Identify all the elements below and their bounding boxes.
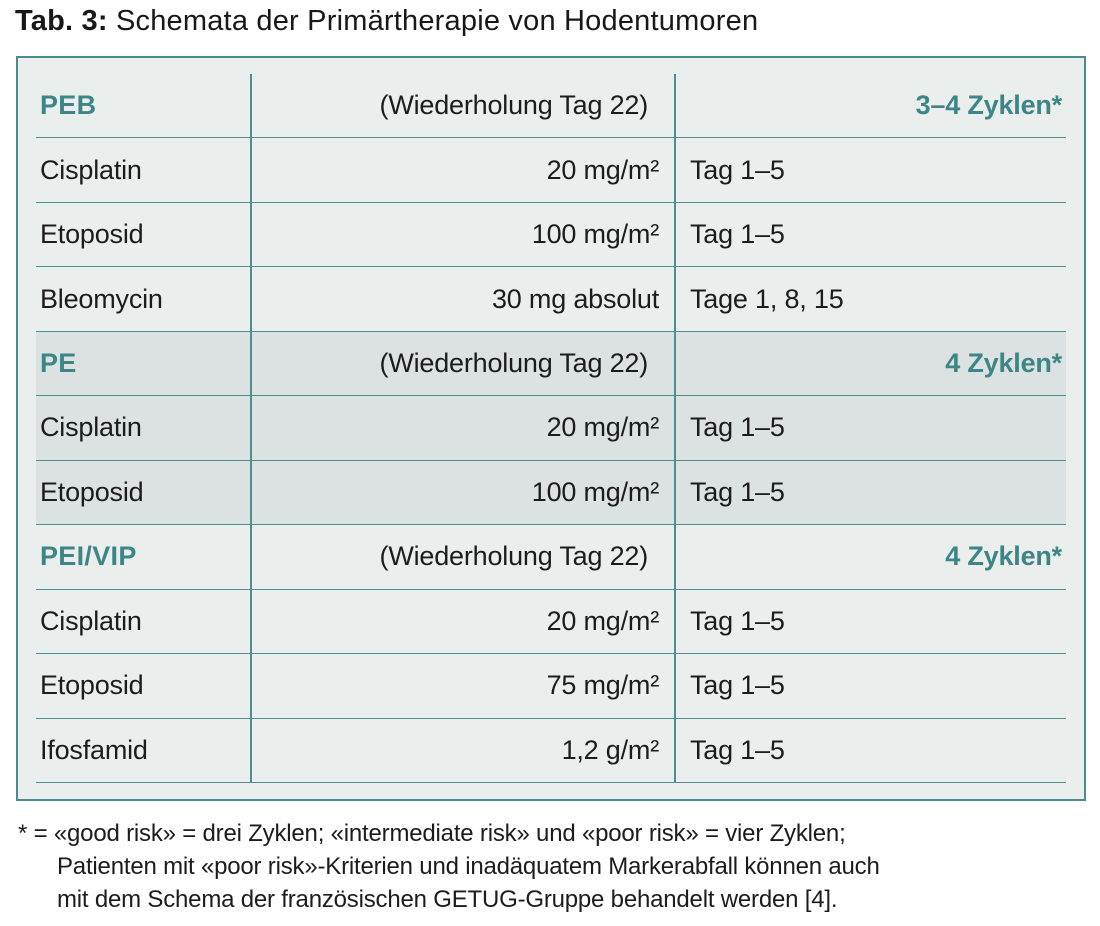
- drug-days: Tag 1–5: [690, 219, 785, 250]
- drug-days: Tag 1–5: [690, 412, 785, 443]
- table-row: Ifosfamid 1,2 g/m² Tag 1–5: [36, 719, 1066, 783]
- drug-name: Cisplatin: [40, 154, 142, 185]
- footnote: * = «good risk» = drei Zyklen; «intermed…: [18, 817, 880, 916]
- table-row: Cisplatin 20 mg/m² Tag 1–5: [36, 590, 1066, 655]
- table-row: Cisplatin 20 mg/m² Tag 1–5: [36, 138, 1066, 203]
- drug-name: Bleomycin: [40, 283, 163, 314]
- drug-name: Cisplatin: [40, 412, 142, 443]
- drug-name: Cisplatin: [40, 605, 142, 636]
- footnote-line: * = «good risk» = drei Zyklen; «intermed…: [18, 820, 846, 847]
- section-name: PE: [40, 348, 77, 379]
- drug-name: Etoposid: [40, 476, 144, 507]
- footnote-line: mit dem Schema der französischen GETUG-G…: [57, 886, 838, 913]
- section-repeat: (Wiederholung Tag 22): [379, 348, 649, 379]
- section-name: PEB: [40, 90, 97, 121]
- section-header-row-pei-vip: PEI/VIP (Wiederholung Tag 22) 4 Zyklen*: [36, 525, 1066, 590]
- drug-dose: 30 mg absolut: [491, 283, 659, 314]
- section-header-row-peb: PEB (Wiederholung Tag 22) 3–4 Zyklen*: [36, 74, 1066, 139]
- table-row: Etoposid 100 mg/m² Tag 1–5: [36, 203, 1066, 268]
- section-cycles: 4 Zyklen*: [945, 348, 1062, 379]
- table-row: Bleomycin 30 mg absolut Tage 1, 8, 15: [36, 267, 1066, 332]
- drug-name: Ifosfamid: [40, 734, 148, 765]
- drug-dose: 20 mg/m²: [546, 154, 660, 185]
- footnote-line: Patienten mit «poor risk»-Kriterien und …: [57, 853, 880, 880]
- drug-dose: 20 mg/m²: [546, 605, 660, 636]
- table-row: Cisplatin 20 mg/m² Tag 1–5: [36, 396, 1066, 461]
- table-caption-label: Tab. 3:: [15, 5, 108, 37]
- drug-name: Etoposid: [40, 670, 144, 701]
- table-caption-text: Schemata der Primärtherapie von Hodentum…: [107, 5, 759, 37]
- therapy-table: PEB (Wiederholung Tag 22) 3–4 Zyklen* Ci…: [16, 56, 1086, 801]
- section-cycles: 4 Zyklen*: [945, 541, 1062, 572]
- drug-dose: 100 mg/m²: [531, 219, 659, 250]
- section-repeat: (Wiederholung Tag 22): [379, 90, 649, 121]
- table-caption: Tab. 3: Schemata der Primärtherapie von …: [15, 5, 758, 38]
- drug-dose: 20 mg/m²: [546, 412, 660, 443]
- section-cycles: 3–4 Zyklen*: [915, 90, 1063, 121]
- drug-dose: 75 mg/m²: [546, 670, 660, 701]
- drug-days: Tag 1–5: [690, 476, 785, 507]
- drug-days: Tage 1, 8, 15: [690, 283, 844, 314]
- drug-name: Etoposid: [40, 219, 144, 250]
- drug-days: Tag 1–5: [690, 605, 785, 636]
- section-repeat: (Wiederholung Tag 22): [379, 541, 649, 572]
- table-row: Etoposid 75 mg/m² Tag 1–5: [36, 654, 1066, 719]
- column-divider-2: [674, 74, 676, 783]
- section-header-row-pe: PE (Wiederholung Tag 22) 4 Zyklen*: [36, 331, 1066, 397]
- drug-dose: 100 mg/m²: [531, 476, 659, 507]
- section-name: PEI/VIP: [40, 541, 137, 572]
- table-row: Etoposid 100 mg/m² Tag 1–5: [36, 460, 1066, 526]
- drug-days: Tag 1–5: [690, 734, 785, 765]
- therapy-table-body: PEB (Wiederholung Tag 22) 3–4 Zyklen* Ci…: [36, 74, 1066, 783]
- drug-days: Tag 1–5: [690, 154, 785, 185]
- column-divider-1: [250, 74, 252, 783]
- drug-dose: 1,2 g/m²: [561, 734, 660, 765]
- drug-days: Tag 1–5: [690, 670, 785, 701]
